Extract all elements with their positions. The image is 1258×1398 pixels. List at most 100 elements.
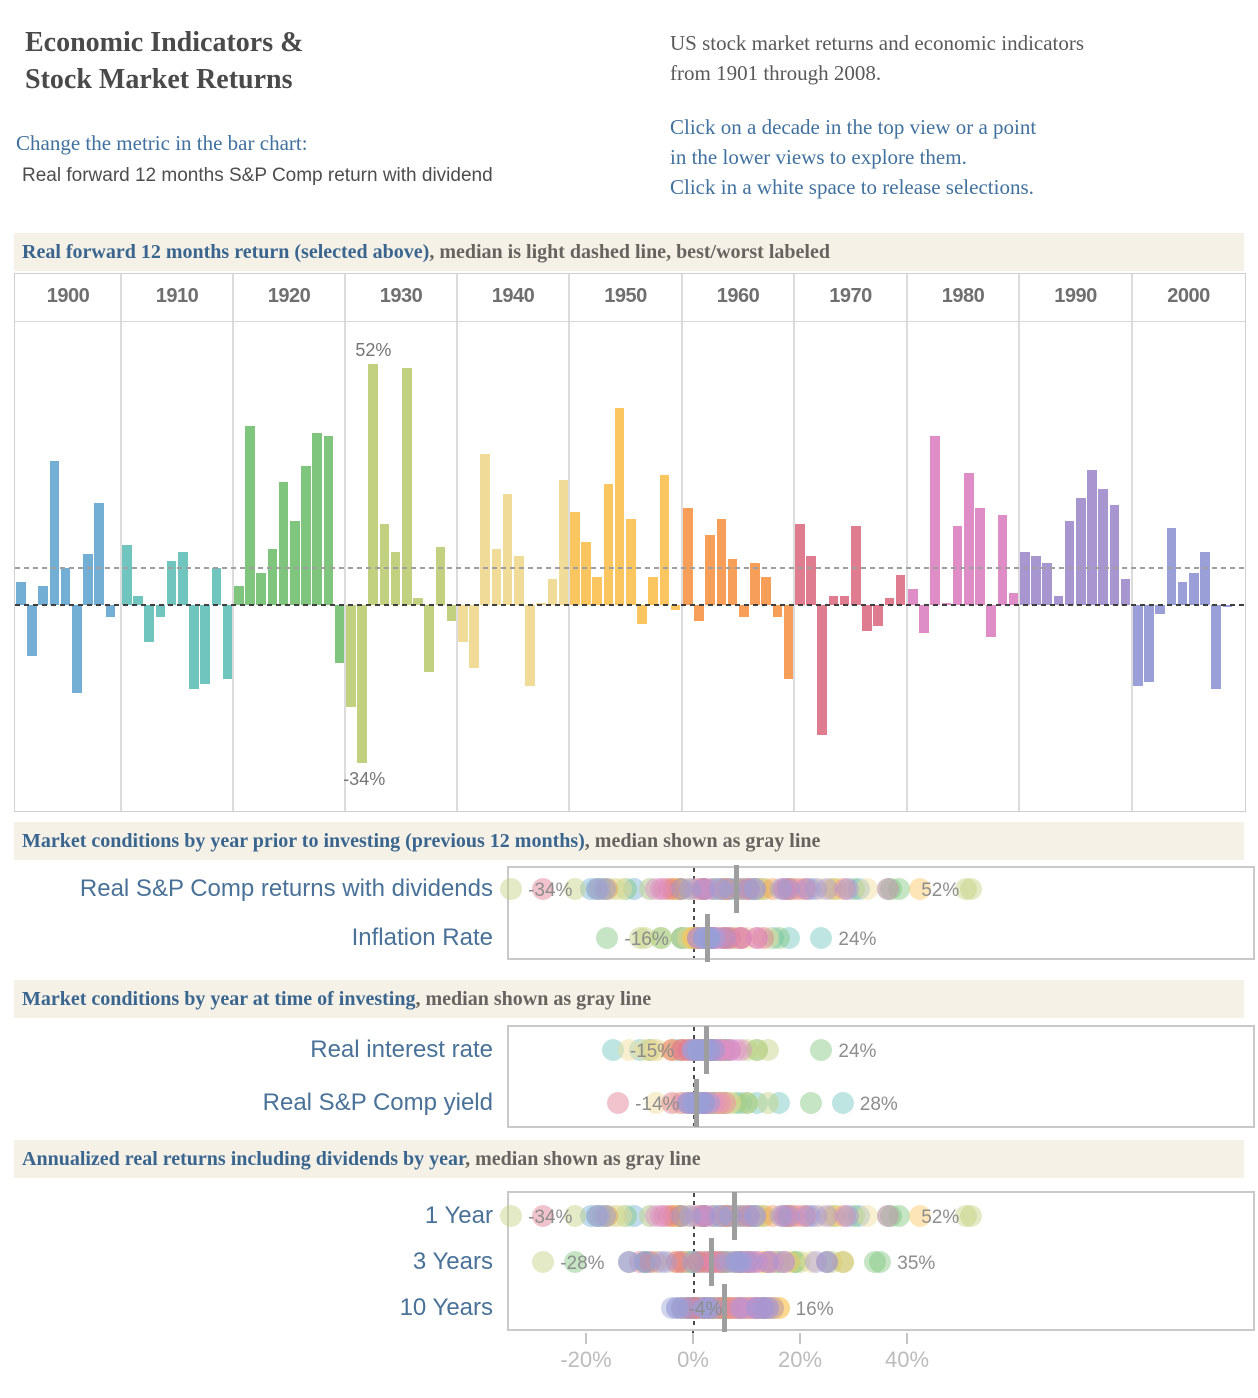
dot-year-1994[interactable] (805, 1251, 828, 1273)
dot-year-1950[interactable] (789, 878, 811, 900)
dot-year-1952[interactable] (687, 927, 710, 949)
dot-year-1912[interactable] (692, 1297, 715, 1319)
dot-year-1953[interactable] (831, 1251, 854, 1273)
dot-year-1938[interactable] (671, 927, 694, 949)
dot-year-1920[interactable] (639, 1039, 662, 1061)
dot-year-1970[interactable] (682, 1297, 704, 1319)
dot-year-2006[interactable] (743, 878, 766, 900)
dot-year-1917[interactable] (778, 927, 801, 949)
dot-year-1903[interactable] (703, 878, 726, 900)
bar-year-1968[interactable] (772, 605, 783, 617)
dot-year-1943[interactable] (735, 1297, 758, 1319)
dot-year-1980[interactable] (746, 927, 769, 949)
dot-year-1955[interactable] (780, 1205, 803, 1227)
dot-year-2002[interactable] (687, 1039, 710, 1061)
dot-year-2000[interactable] (671, 1297, 694, 1319)
dot-year-1933[interactable] (687, 927, 710, 949)
dot-year-1925[interactable] (778, 878, 801, 900)
dot-year-1972[interactable] (532, 878, 555, 900)
dot-year-1968[interactable] (644, 1251, 667, 1273)
dot-year-1916[interactable] (682, 1297, 704, 1319)
dot-year-1914[interactable] (732, 1205, 755, 1227)
dot-year-1959[interactable] (687, 927, 710, 949)
dot-year-1923[interactable] (783, 1251, 806, 1273)
dot-year-1921[interactable] (596, 927, 619, 949)
bar-year-1949[interactable] (558, 479, 569, 605)
dot-year-1917[interactable] (591, 1205, 614, 1227)
dot-year-1923[interactable] (746, 878, 769, 900)
dot-year-1955[interactable] (751, 1297, 774, 1319)
dot-year-1952[interactable] (708, 1092, 731, 1114)
dot-year-2008[interactable] (679, 878, 702, 900)
bar-year-1927[interactable] (312, 433, 322, 605)
dot-year-1905[interactable] (682, 1251, 704, 1273)
dot-year-1928[interactable] (703, 1092, 726, 1114)
bar-year-1987[interactable] (986, 605, 996, 638)
dot-year-1922[interactable] (649, 927, 672, 949)
dot-year-1960[interactable] (794, 878, 817, 900)
bar-year-1954[interactable] (614, 407, 625, 605)
dot-year-1929[interactable] (615, 1205, 638, 1227)
dot-year-1980[interactable] (671, 1092, 694, 1114)
bar-year-1957[interactable] (648, 577, 658, 605)
dot-year-1932[interactable] (960, 1205, 983, 1227)
dot-year-1962[interactable] (730, 1297, 753, 1319)
dot-year-1946[interactable] (660, 1251, 683, 1273)
bar-year-2005[interactable] (1189, 572, 1199, 605)
dot-year-1997[interactable] (772, 1251, 795, 1273)
dot-year-1936[interactable] (687, 927, 710, 949)
dot-year-1974[interactable] (692, 1205, 715, 1227)
dot-year-1938[interactable] (671, 1251, 694, 1273)
dot-year-1937[interactable] (671, 1251, 694, 1273)
bar-year-1966[interactable] (750, 563, 760, 605)
dot-year-1999[interactable] (703, 1297, 726, 1319)
dot-year-1915[interactable] (743, 878, 766, 900)
dot-year-1908[interactable] (799, 878, 822, 900)
dot-year-1957[interactable] (746, 1297, 769, 1319)
dot-year-1942[interactable] (855, 878, 878, 900)
bar-year-1918[interactable] (211, 567, 222, 605)
dot-year-1999[interactable] (711, 1205, 734, 1227)
bar-year-1998[interactable] (1109, 505, 1120, 605)
dot-year-1924[interactable] (823, 878, 846, 900)
dot-year-1941[interactable] (665, 1092, 688, 1114)
strip-box-2[interactable]: -34% 52% -28% 35% -4% 16% (500, 1191, 1255, 1332)
dot-year-2004[interactable] (682, 1039, 704, 1061)
bar-year-1928[interactable] (323, 435, 334, 605)
dot-year-1940[interactable] (687, 1039, 710, 1061)
dot-year-1946[interactable] (724, 927, 747, 949)
bar-year-1975[interactable] (851, 526, 861, 605)
dot-year-1982[interactable] (772, 1251, 795, 1273)
dot-year-1958[interactable] (831, 878, 854, 900)
dot-year-1915[interactable] (743, 1205, 766, 1227)
dot-year-1942[interactable] (639, 1039, 662, 1061)
bar-year-1959[interactable] (670, 605, 681, 610)
dot-year-1952[interactable] (762, 1297, 785, 1319)
dot-year-1988[interactable] (746, 1297, 769, 1319)
dot-year-1967[interactable] (687, 1251, 710, 1273)
dot-year-1975[interactable] (772, 878, 795, 900)
dot-year-1961[interactable] (663, 878, 686, 900)
dot-year-1962[interactable] (762, 1205, 785, 1227)
dot-year-1931[interactable] (500, 878, 523, 900)
dot-year-1922[interactable] (746, 1297, 769, 1319)
dot-year-1999[interactable] (655, 1251, 678, 1273)
dot-year-1968[interactable] (692, 1297, 715, 1319)
dot-year-1989[interactable] (695, 1205, 718, 1227)
dot-year-1984[interactable] (772, 878, 795, 900)
dot-year-1963[interactable] (780, 1205, 803, 1227)
dot-year-1985[interactable] (698, 1092, 721, 1114)
dot-year-2008[interactable] (679, 1205, 702, 1227)
dot-year-2008[interactable] (687, 927, 710, 949)
dot-year-1940[interactable] (617, 1251, 640, 1273)
dot-year-1950[interactable] (660, 1039, 683, 1061)
dot-year-2008[interactable] (649, 1251, 672, 1273)
dot-year-1903[interactable] (724, 1297, 747, 1319)
dot-year-1953[interactable] (767, 1297, 790, 1319)
dot-year-1980[interactable] (724, 1297, 747, 1319)
dot-year-1986[interactable] (735, 1251, 758, 1273)
dot-year-1984[interactable] (772, 1205, 795, 1227)
dot-year-1901[interactable] (703, 1092, 726, 1114)
dot-year-1904[interactable] (714, 1251, 737, 1273)
dot-year-1945[interactable] (671, 1251, 694, 1273)
